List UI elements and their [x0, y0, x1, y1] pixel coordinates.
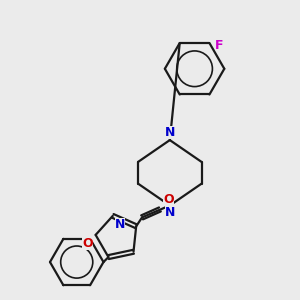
Text: F: F [214, 40, 223, 52]
Text: N: N [115, 218, 125, 231]
Text: N: N [165, 126, 175, 139]
Text: N: N [165, 206, 175, 220]
Text: O: O [163, 194, 173, 206]
Text: O: O [82, 237, 93, 250]
